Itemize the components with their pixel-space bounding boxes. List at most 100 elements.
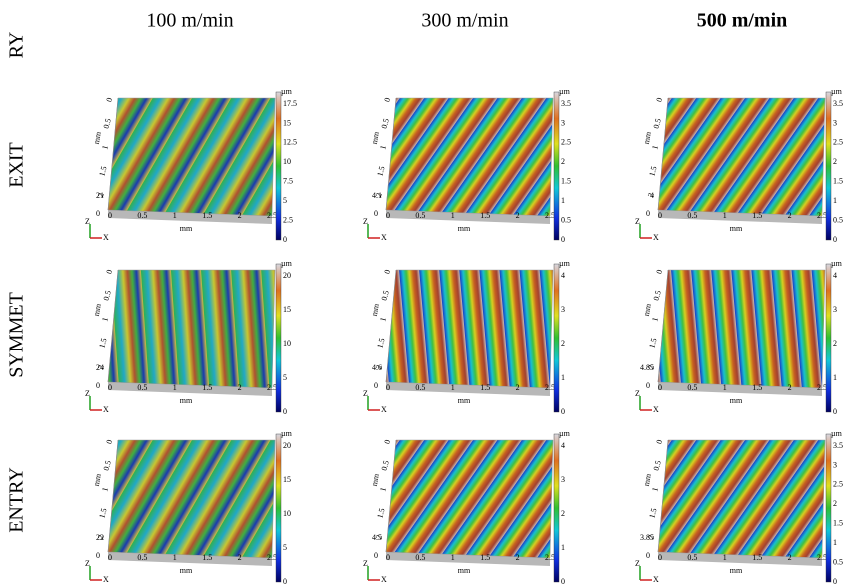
y-tick-label: 2	[646, 192, 656, 198]
y-tick-label: 1.5	[97, 337, 108, 349]
x-axis-unit: mm	[180, 566, 193, 575]
x-tick-label: 0.5	[687, 553, 697, 562]
y-tick-label: 1	[100, 316, 110, 322]
colorbar-tick-label: 0	[283, 235, 287, 244]
y-tick-label: 1.5	[647, 165, 658, 177]
colorbar-unit: µm	[559, 259, 571, 268]
colorbar-tick-label: 0	[833, 407, 837, 416]
colorbar	[275, 433, 282, 583]
y-tick-label: 0	[382, 97, 392, 103]
x-axis-unit: mm	[180, 224, 193, 233]
colorbar-tick-label: 10	[283, 509, 291, 518]
z-origin-label: 0	[646, 209, 650, 218]
x-tick-label: 2	[788, 383, 792, 392]
x-tick-label: 0	[658, 553, 662, 562]
surface	[107, 97, 276, 217]
x-tick-label: 2.5	[545, 553, 555, 562]
y-tick-label: 1.5	[97, 507, 108, 519]
x-tick-label: 0.5	[137, 211, 147, 220]
y-tick-label: 0.5	[380, 290, 391, 302]
colorbar-unit: µm	[831, 259, 843, 268]
x-tick-label: 0.5	[137, 383, 147, 392]
x-tick-label: 1	[451, 553, 455, 562]
colorbar-tick-label: 20	[283, 271, 291, 280]
x-tick-label: 0	[108, 211, 112, 220]
colorbar-tick-label: 2.5	[561, 138, 571, 147]
colorbar-tick-label: 2.5	[283, 215, 293, 224]
y-tick-label: 2	[96, 192, 106, 198]
y-axis-unit: mm	[370, 302, 381, 317]
colorbar-unit: µm	[831, 429, 843, 438]
axis-edge	[385, 439, 397, 553]
x-tick-label: 1.5	[480, 383, 490, 392]
surface-base	[658, 552, 822, 566]
triad-z-label: Z	[635, 217, 640, 226]
z-max-label: 4.1	[372, 191, 382, 200]
colorbar-tick-label: 2.5	[833, 480, 843, 489]
colorbar-tick-label: 2	[561, 509, 565, 518]
colorbar-unit: µm	[831, 87, 843, 96]
colorbar-tick-label: 15	[283, 118, 291, 127]
x-tick-label: 0.5	[415, 553, 425, 562]
colorbar-tick-label: 2	[561, 157, 565, 166]
colorbar-tick-label: 0	[561, 235, 565, 244]
colorbar-tick-label: 5	[283, 543, 287, 552]
y-tick-label: 0	[382, 439, 392, 445]
x-axis-unit: mm	[458, 566, 471, 575]
x-axis-unit: mm	[180, 396, 193, 405]
x-tick-label: 2	[516, 383, 520, 392]
z-origin-label: 0	[374, 551, 378, 560]
axis-edge	[107, 439, 119, 553]
y-axis-unit: mm	[370, 472, 381, 487]
x-tick-label: 1	[723, 211, 727, 220]
x-tick-label: 2.5	[267, 553, 277, 562]
surface	[385, 269, 554, 389]
colorbar-tick-label: 4	[561, 271, 565, 280]
colorbar-tick-label: 10	[283, 339, 291, 348]
y-tick-label: 1.5	[375, 165, 386, 177]
x-tick-label: 0	[658, 383, 662, 392]
y-axis-unit: mm	[642, 302, 653, 317]
x-tick-label: 1	[723, 383, 727, 392]
z-max-label: 22	[96, 533, 104, 542]
z-max-label: 3.85	[640, 533, 654, 542]
colorbar	[825, 433, 832, 583]
colorbar-tick-label: 1.5	[833, 519, 843, 528]
colorbar-tick-label: 1	[833, 538, 837, 547]
surface-base	[658, 210, 822, 224]
colorbar-unit: µm	[281, 259, 293, 268]
y-axis-unit: mm	[92, 472, 103, 487]
x-axis-unit: mm	[730, 224, 743, 233]
x-tick-label: 1.5	[480, 553, 490, 562]
column-header: 100 m/min	[146, 10, 233, 32]
y-tick-label: 2	[646, 364, 656, 370]
z-max-label: 24	[96, 363, 104, 372]
triad-x-label: X	[103, 575, 109, 584]
x-tick-label: 2	[238, 383, 242, 392]
y-tick-label: 0.5	[652, 290, 663, 302]
x-tick-label: 0	[386, 383, 390, 392]
colorbar	[825, 263, 832, 413]
x-tick-label: 2	[516, 211, 520, 220]
x-tick-label: 1	[451, 383, 455, 392]
y-tick-label: 1.5	[97, 165, 108, 177]
x-axis-unit: mm	[458, 224, 471, 233]
y-tick-label: 0.5	[102, 290, 113, 302]
triad-x-label: X	[103, 405, 109, 414]
z-max-label: 4.5	[372, 533, 382, 542]
colorbar-tick-label: 1	[833, 196, 837, 205]
triad-x-label: X	[653, 405, 659, 414]
colorbar-tick-label: 0	[283, 577, 287, 585]
row-label: RY	[6, 32, 28, 59]
x-tick-label: 2.5	[267, 211, 277, 220]
y-tick-label: 0	[654, 97, 664, 103]
x-tick-label: 2.5	[817, 383, 827, 392]
colorbar-tick-label: 0	[561, 407, 565, 416]
z-origin-label: 0	[96, 209, 100, 218]
x-tick-label: 0	[108, 553, 112, 562]
y-tick-label: 2	[96, 364, 106, 370]
y-tick-label: 0.5	[380, 118, 391, 130]
